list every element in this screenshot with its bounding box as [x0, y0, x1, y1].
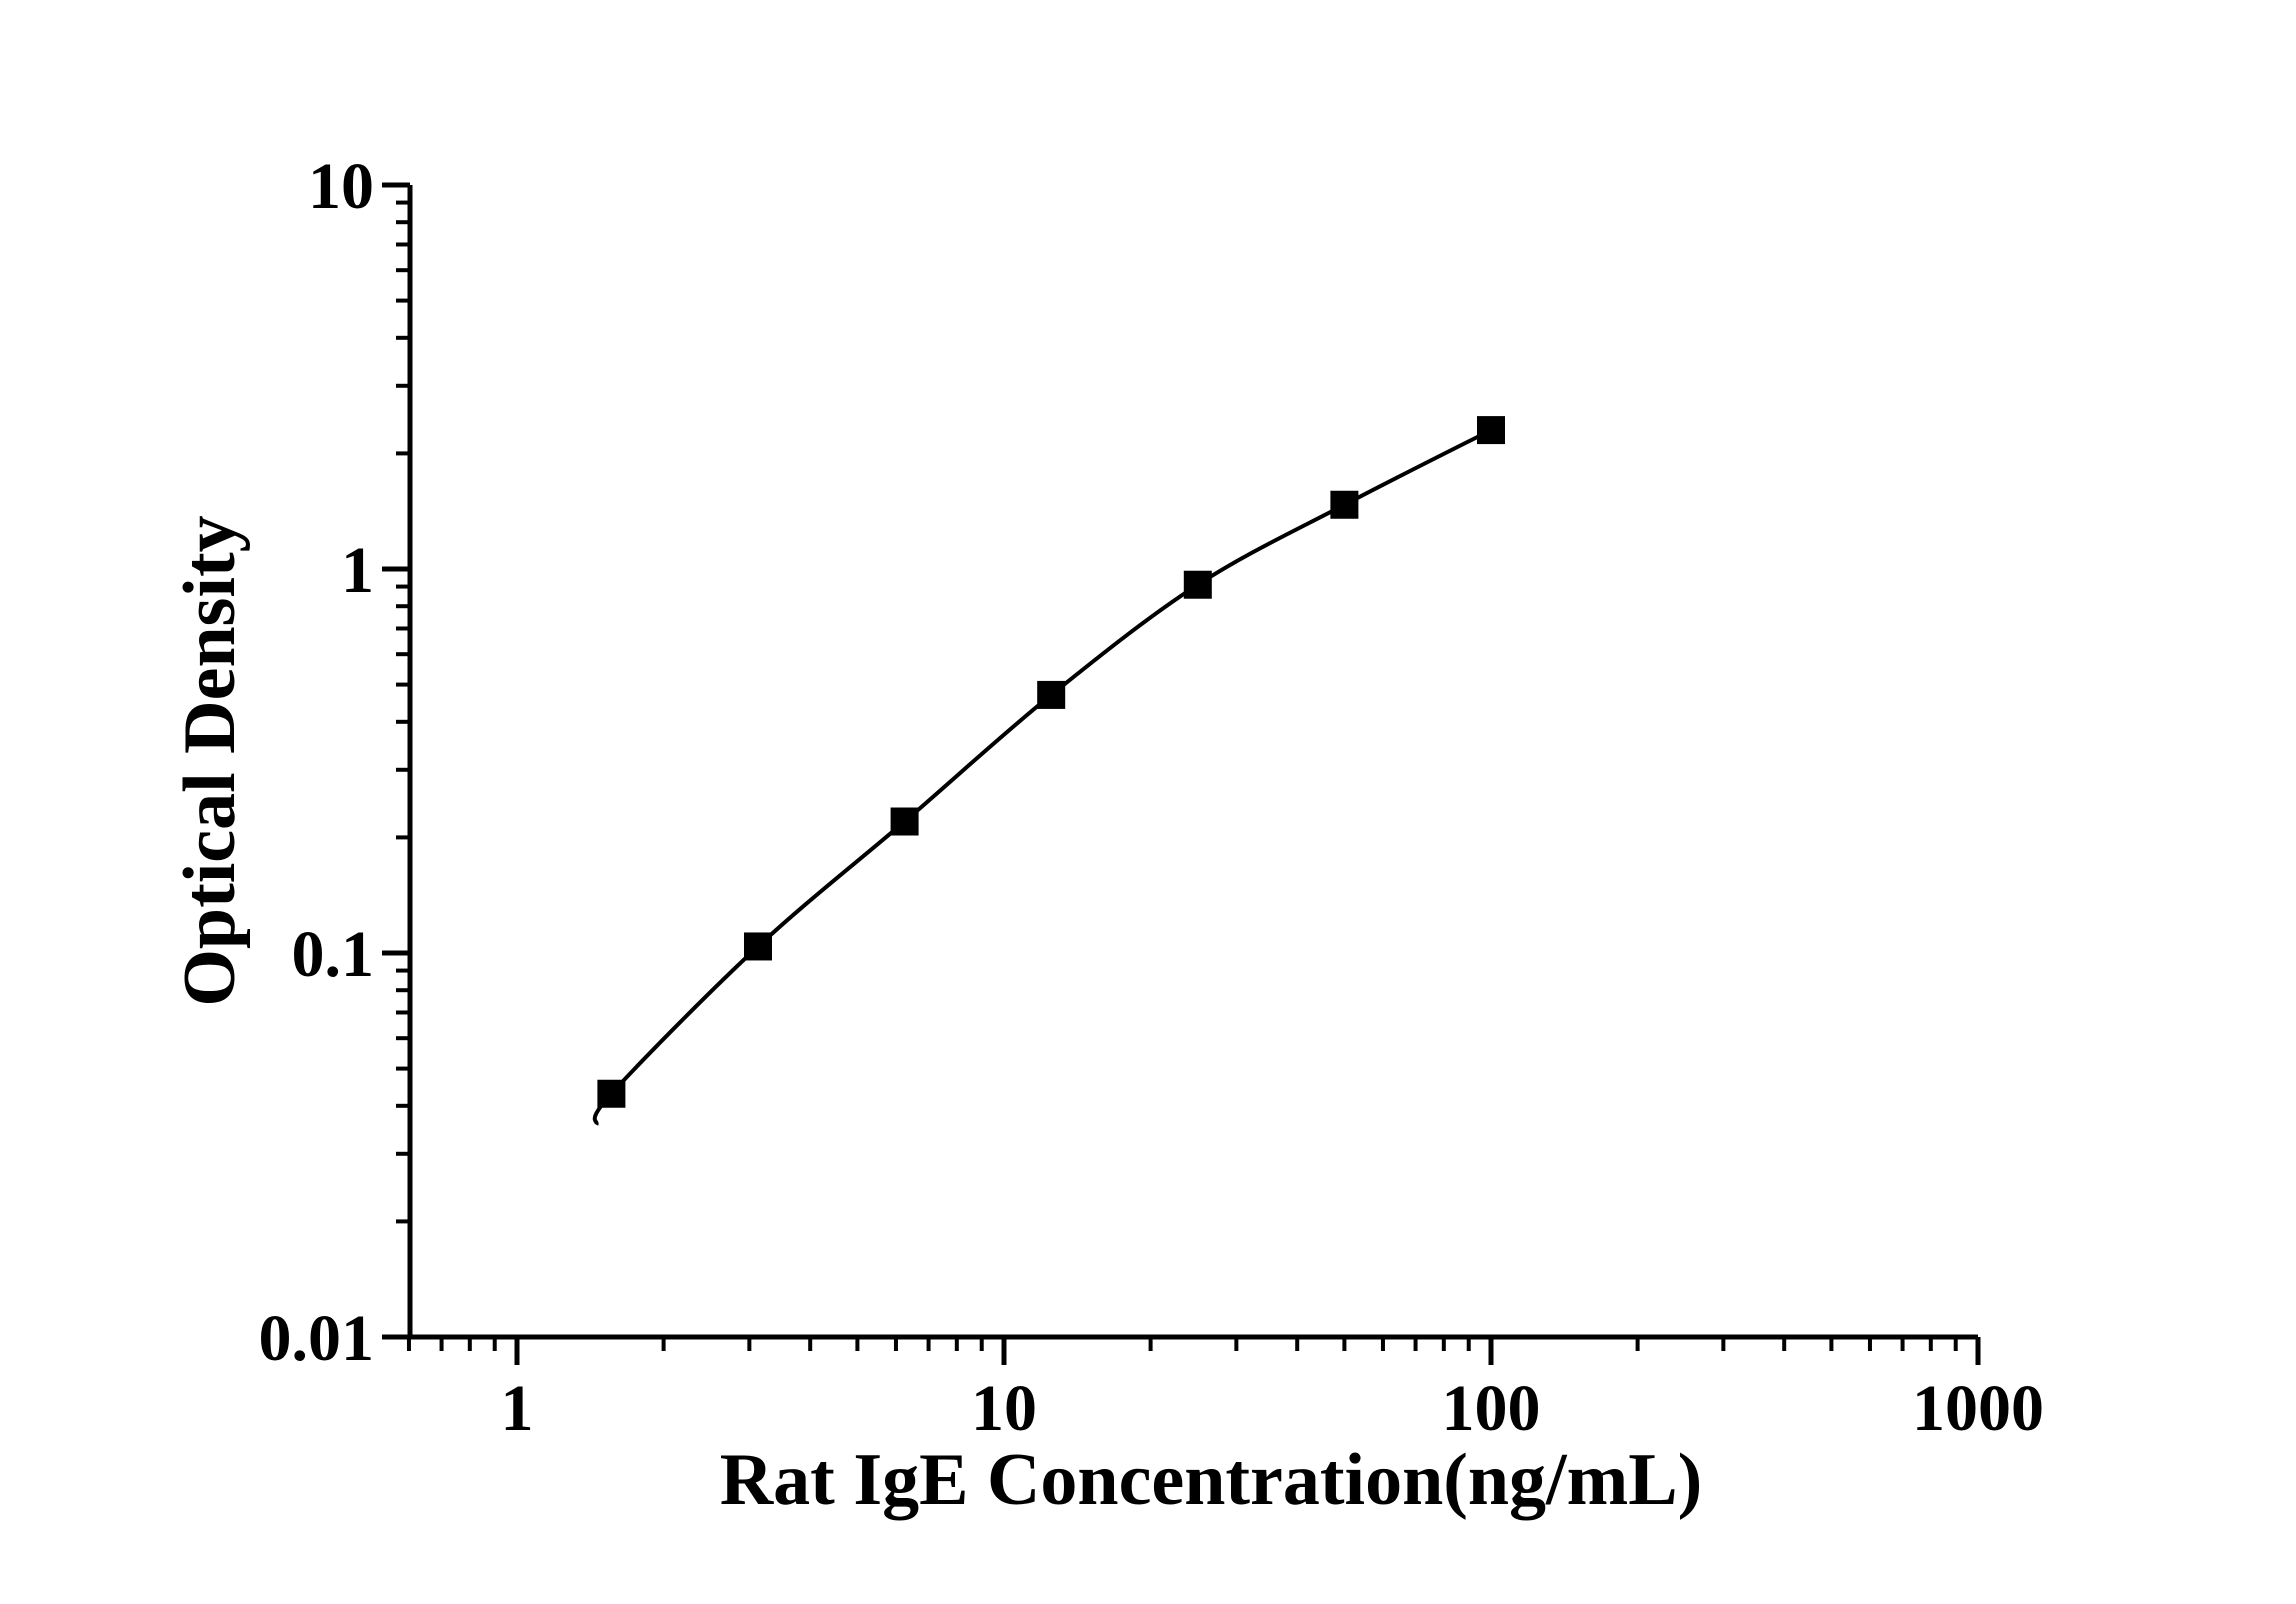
data-point-marker	[1330, 490, 1359, 519]
curve	[592, 428, 1492, 1126]
x-tick-labels: 1 10 100 1000	[501, 1372, 2045, 1445]
y-tick-label: 1	[341, 534, 374, 607]
standard-curve-line	[592, 428, 1492, 1126]
y-axis-title: Optical Density	[169, 515, 251, 1007]
data-point-marker	[1183, 570, 1212, 599]
data-point-marker	[1477, 416, 1505, 445]
y-tick-labels: 10 1 0.1 0.01	[259, 150, 375, 1375]
data-point-marker	[743, 932, 772, 961]
data-point-marker	[1037, 680, 1066, 709]
x-tick-label: 1	[501, 1372, 534, 1445]
x-axis-title: Rat IgE Concentration(ng/mL)	[719, 1439, 1703, 1521]
y-tick-label: 0.01	[259, 1302, 375, 1375]
y-tick-label: 10	[308, 150, 374, 223]
data-point-marker	[597, 1079, 626, 1108]
data-point-marker	[890, 807, 919, 836]
y-axis-ticks	[382, 182, 410, 1340]
data-point-markers	[597, 416, 1505, 1108]
y-tick-label: 0.1	[292, 918, 375, 991]
x-axis-ticks	[406, 1337, 1981, 1365]
x-tick-label: 100	[1442, 1372, 1541, 1445]
axes	[407, 185, 1978, 1340]
x-tick-label: 10	[971, 1372, 1037, 1445]
x-tick-label: 1000	[1912, 1372, 2044, 1445]
